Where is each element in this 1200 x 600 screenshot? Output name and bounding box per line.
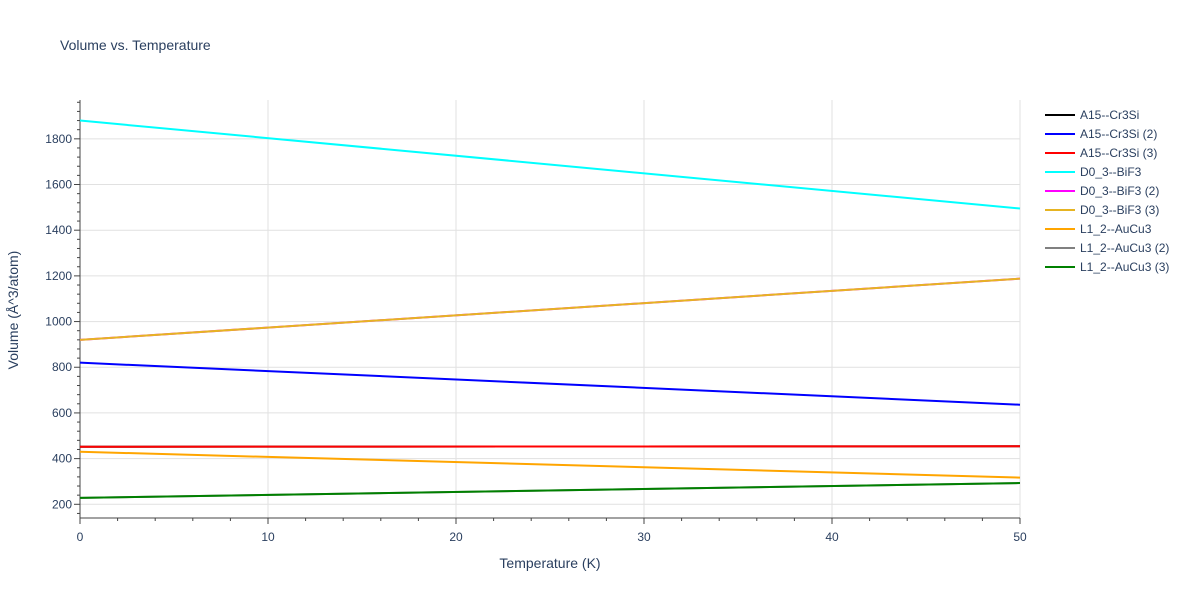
y-tick-label: 1000 [45, 315, 72, 329]
x-tick-label: 0 [77, 530, 84, 544]
legend-label: D0_3--BiF3 [1080, 165, 1142, 179]
y-tick-label: 1600 [45, 178, 72, 192]
y-tick-label: 400 [52, 452, 72, 466]
legend-item[interactable]: L1_2--AuCu3 (2) [1045, 241, 1169, 255]
legend[interactable]: A15--Cr3Si A15--Cr3Si (2) A15--Cr3Si (3) D0… [1045, 108, 1169, 274]
x-tick-label: 40 [825, 530, 839, 544]
legend-item[interactable]: D0_3--BiF3 [1045, 165, 1142, 179]
series-line [79, 482, 1021, 499]
y-tick-label: 800 [52, 360, 72, 374]
grid [80, 100, 1021, 518]
legend-item[interactable]: L1_2--AuCu3 (3) [1045, 260, 1169, 274]
y-tick-label: 200 [52, 497, 72, 511]
x-tick-label: 20 [449, 530, 463, 544]
chart-title: Volume vs. Temperature [60, 37, 211, 53]
y-axis-title: Volume (Å^3/atom) [5, 251, 21, 370]
x-tick-label: 30 [637, 530, 651, 544]
series-line [79, 119, 1021, 210]
x-axis-title: Temperature (K) [499, 555, 600, 571]
legend-label: A15--Cr3Si (2) [1080, 127, 1157, 141]
axes: 0 10 20 30 40 50 200 400 600 800 1000 1200 1400 1600 1… [45, 100, 1027, 544]
y-tick-label: 600 [52, 406, 72, 420]
y-tick-label: 1400 [45, 223, 72, 237]
legend-label: A15--Cr3Si [1080, 108, 1139, 122]
series-layer [79, 119, 1021, 499]
legend-item[interactable]: A15--Cr3Si [1045, 108, 1139, 122]
series-line [79, 277, 1021, 341]
y-tick-label: 1800 [45, 132, 72, 146]
legend-label: L1_2--AuCu3 (2) [1080, 241, 1169, 255]
series-line [79, 450, 1021, 479]
legend-item[interactable]: A15--Cr3Si (3) [1045, 146, 1157, 160]
legend-label: D0_3--BiF3 (2) [1080, 184, 1159, 198]
legend-label: L1_2--AuCu3 [1080, 222, 1152, 236]
legend-item[interactable]: D0_3--BiF3 (3) [1045, 203, 1159, 217]
legend-label: A15--Cr3Si (3) [1080, 146, 1157, 160]
x-tick-label: 10 [261, 530, 275, 544]
series-line [79, 361, 1021, 406]
legend-label: D0_3--BiF3 (3) [1080, 203, 1159, 217]
y-tick-label: 1200 [45, 269, 72, 283]
legend-item[interactable]: A15--Cr3Si (2) [1045, 127, 1157, 141]
legend-item[interactable]: L1_2--AuCu3 [1045, 222, 1152, 236]
x-tick-label: 50 [1013, 530, 1027, 544]
legend-label: L1_2--AuCu3 (3) [1080, 260, 1169, 274]
legend-item[interactable]: D0_3--BiF3 (2) [1045, 184, 1159, 198]
